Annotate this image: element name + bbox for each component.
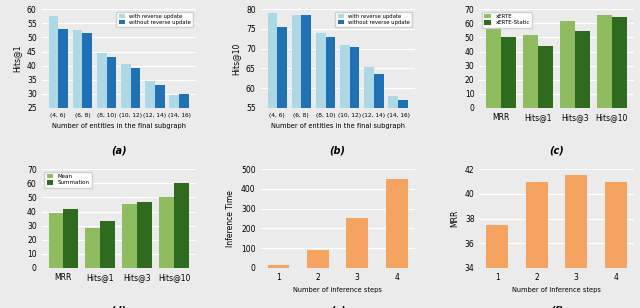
- Bar: [122, 205, 137, 268]
- Bar: [374, 75, 383, 308]
- Bar: [346, 217, 368, 268]
- Bar: [388, 96, 398, 308]
- Bar: [73, 30, 83, 179]
- Bar: [145, 81, 155, 179]
- Bar: [174, 183, 189, 268]
- Y-axis label: Hits@10: Hits@10: [231, 43, 241, 75]
- Bar: [524, 35, 538, 108]
- Bar: [131, 68, 140, 179]
- Bar: [58, 29, 68, 179]
- X-axis label: Number of entities in the final subgraph: Number of entities in the final subgraph: [271, 124, 404, 129]
- Bar: [107, 57, 116, 179]
- Bar: [597, 15, 612, 108]
- Bar: [179, 94, 189, 179]
- Bar: [49, 213, 63, 268]
- Y-axis label: Hits@1: Hits@1: [12, 45, 21, 72]
- Text: (f): (f): [550, 306, 563, 308]
- Bar: [501, 38, 516, 108]
- Bar: [486, 28, 501, 108]
- Bar: [301, 15, 311, 308]
- Bar: [155, 85, 164, 179]
- Legend: Mean, Summation: Mean, Summation: [44, 172, 92, 188]
- Bar: [560, 21, 575, 108]
- Bar: [170, 95, 179, 179]
- Bar: [137, 202, 152, 268]
- Bar: [575, 31, 589, 108]
- Bar: [486, 225, 508, 308]
- Bar: [100, 221, 115, 268]
- Bar: [386, 179, 408, 268]
- Bar: [86, 229, 100, 268]
- Bar: [63, 209, 78, 268]
- Bar: [268, 265, 289, 268]
- Bar: [349, 47, 359, 308]
- Legend: xERTE, xERTE-Static: xERTE, xERTE-Static: [482, 12, 532, 28]
- Legend: with reverse update, without reverse update: with reverse update, without reverse upd…: [335, 12, 412, 27]
- Bar: [526, 181, 548, 308]
- Bar: [121, 64, 131, 179]
- Text: (c): (c): [549, 145, 564, 156]
- Bar: [605, 181, 627, 308]
- X-axis label: Number of inference steps: Number of inference steps: [293, 287, 382, 294]
- Bar: [159, 197, 174, 268]
- Bar: [83, 33, 92, 179]
- Bar: [565, 175, 587, 308]
- Legend: with reverse update, without reverse update: with reverse update, without reverse upd…: [116, 12, 193, 27]
- Y-axis label: Inference Time: Inference Time: [227, 190, 236, 247]
- Text: (d): (d): [111, 306, 127, 308]
- Bar: [316, 33, 326, 308]
- Y-axis label: MRR: MRR: [451, 210, 460, 227]
- Text: (b): (b): [330, 145, 346, 156]
- Bar: [307, 250, 329, 268]
- Bar: [538, 46, 553, 108]
- Bar: [398, 100, 408, 308]
- Bar: [49, 16, 58, 179]
- Bar: [326, 37, 335, 308]
- Bar: [340, 45, 349, 308]
- Bar: [292, 15, 301, 308]
- Bar: [612, 17, 627, 108]
- Bar: [364, 67, 374, 308]
- X-axis label: Number of entities in the final subgraph: Number of entities in the final subgraph: [52, 124, 186, 129]
- Text: (e): (e): [330, 306, 346, 308]
- Bar: [97, 53, 107, 179]
- Text: (a): (a): [111, 145, 127, 156]
- Bar: [268, 13, 277, 308]
- X-axis label: Number of inference steps: Number of inference steps: [512, 287, 601, 294]
- Bar: [277, 27, 287, 308]
